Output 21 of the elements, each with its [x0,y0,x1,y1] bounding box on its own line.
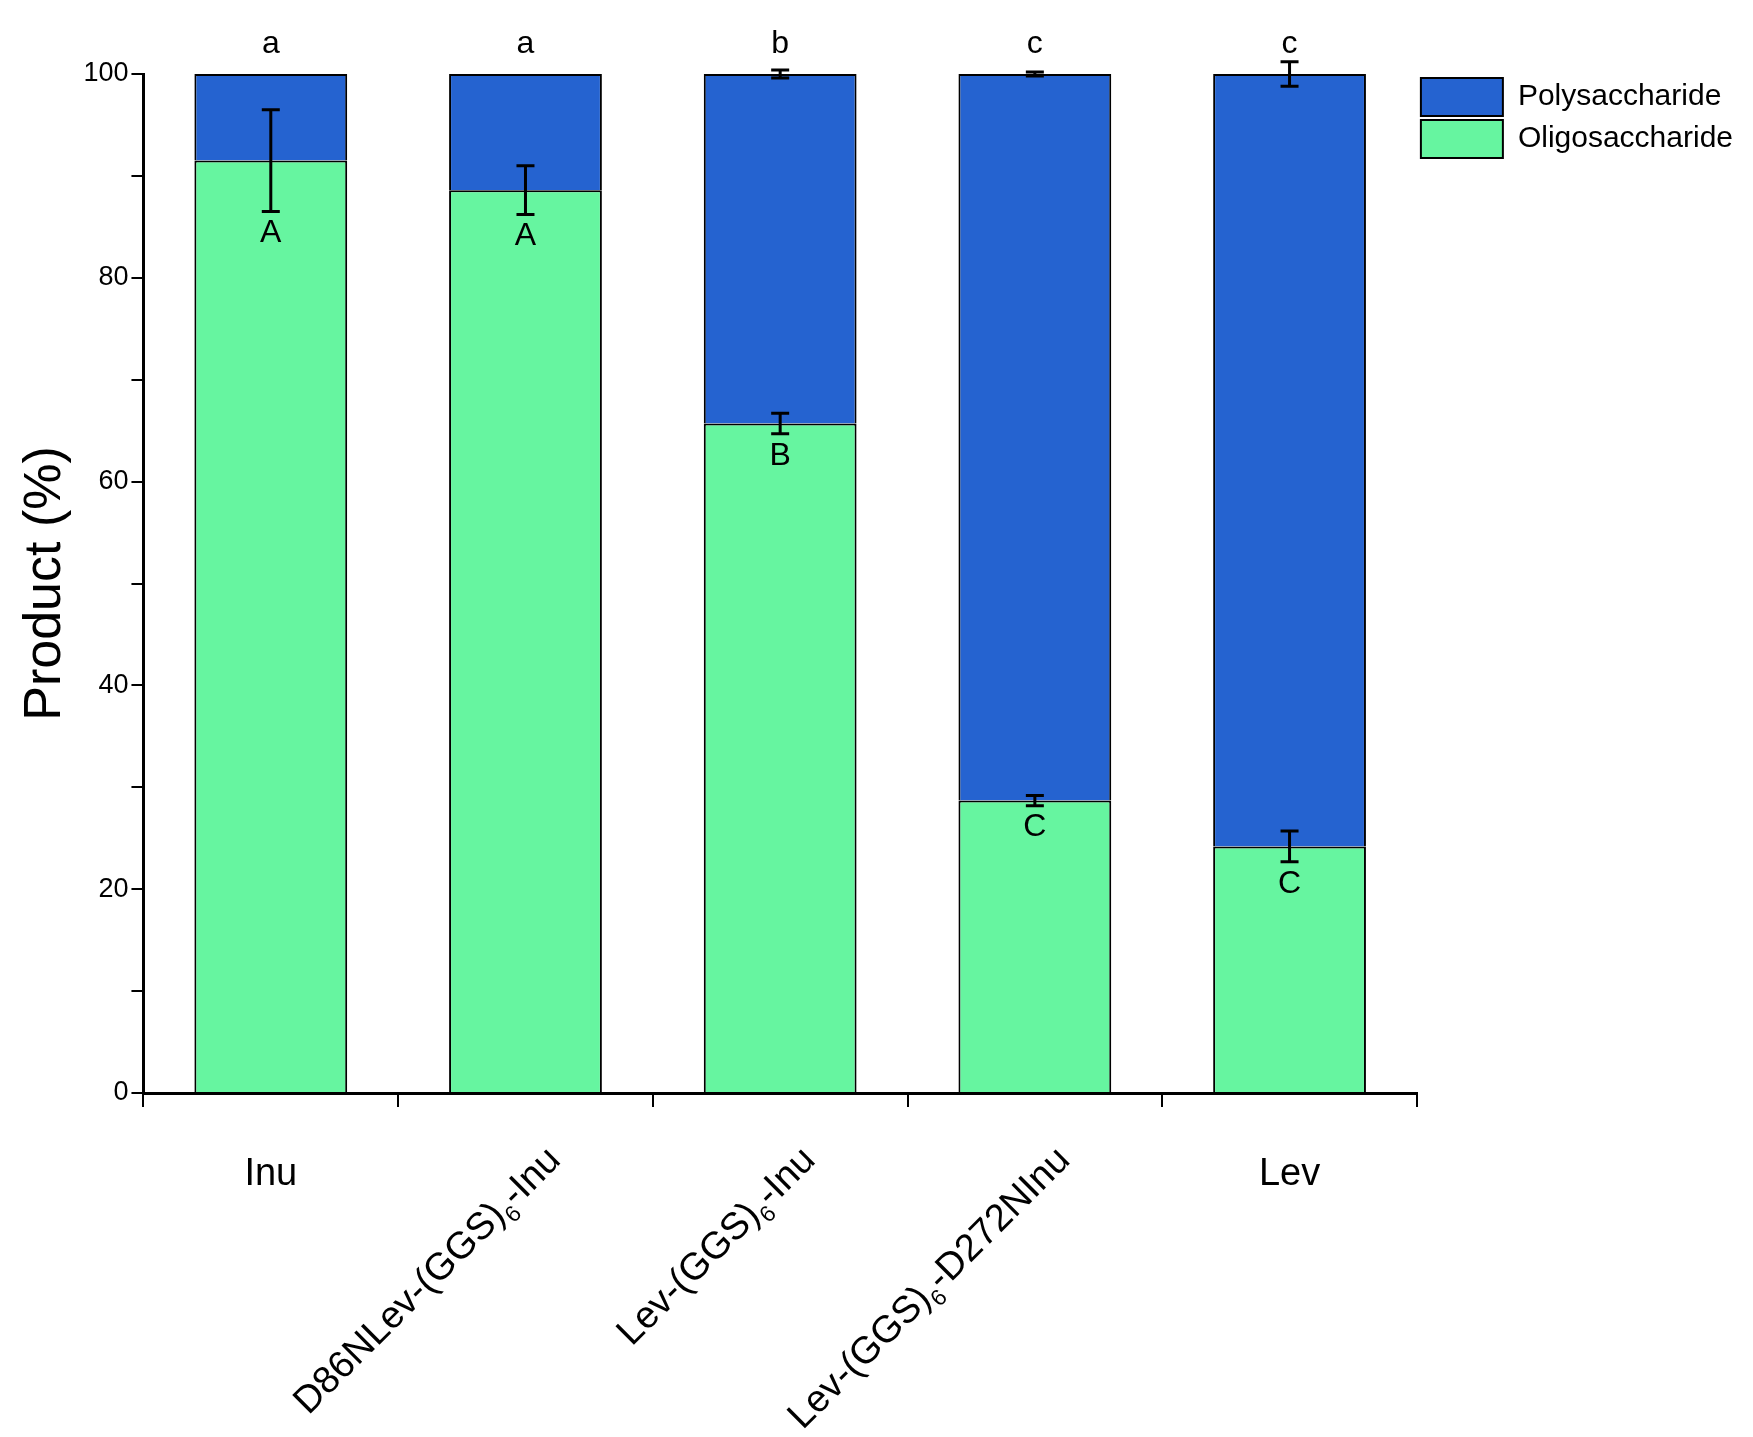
annotation: C [1023,807,1047,844]
annotation: a [516,23,535,60]
y-axis-title: Product (%) [12,446,71,721]
annotation: b [771,23,790,60]
annotation: A [514,216,537,253]
y-tick-label: 40 [98,668,129,699]
annotation: c [1281,23,1298,60]
y-tick-label: 0 [113,1076,129,1107]
y-tick-label: 60 [98,465,129,496]
y-tick-label: 80 [98,261,129,292]
legend-label: Oligosaccharide [1517,120,1734,154]
x-tick-label: Inu [244,1151,298,1193]
annotation: a [261,23,280,60]
annotation: A [260,213,283,250]
legend-label: Polysaccharide [1517,78,1722,112]
x-tick-label: Lev [1258,1151,1321,1193]
annotation: c [1026,23,1043,60]
y-tick-label: 20 [98,872,129,903]
y-tick-label: 100 [83,57,129,88]
annotation: C [1277,863,1302,900]
annotation: B [769,435,791,472]
